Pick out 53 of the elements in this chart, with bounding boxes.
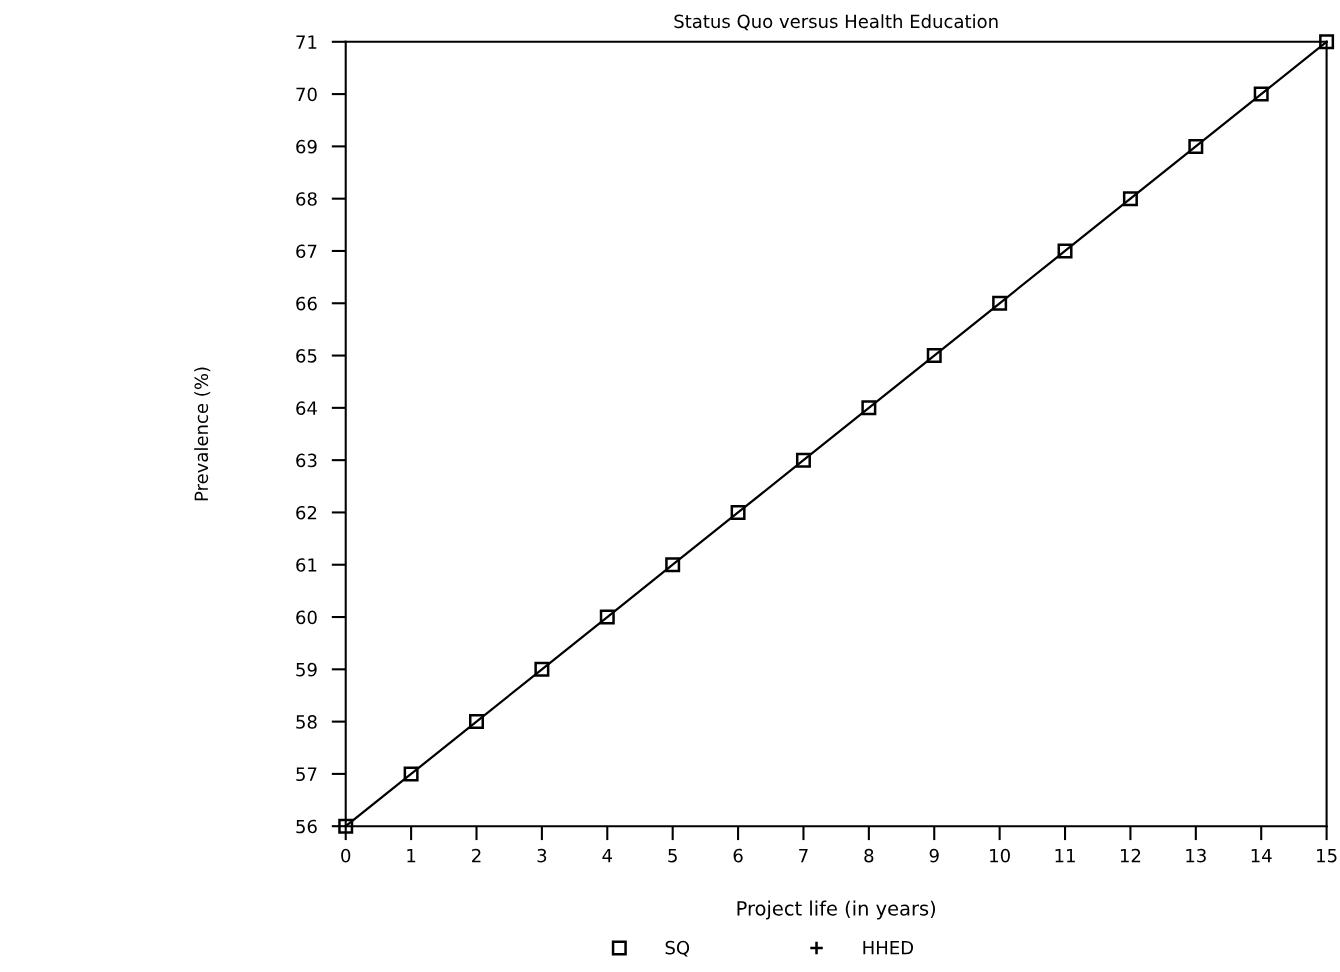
- y-tick-label: 69: [296, 139, 317, 154]
- x-tick-label: 7: [799, 848, 808, 863]
- y-tick-label: 59: [296, 662, 317, 677]
- y-axis-title: Prevalence (%): [194, 367, 211, 501]
- legend-label: HHED: [863, 941, 914, 955]
- point: [795, 452, 811, 468]
- point: [1122, 191, 1138, 207]
- x-tick-label: 8: [864, 848, 874, 863]
- x-tick-label: 3: [537, 848, 547, 863]
- y-tick-label: 60: [296, 610, 317, 625]
- x-tick-label: 0: [341, 848, 351, 863]
- point: [599, 609, 615, 625]
- x-tick-label: 4: [602, 848, 613, 863]
- point: [665, 557, 681, 573]
- x-tick-label: 1: [407, 848, 416, 863]
- y-tick-label: 65: [296, 349, 317, 363]
- y-tick-label: 64: [296, 401, 317, 415]
- x-axis-title: Project life (in years): [737, 900, 936, 920]
- point: [730, 504, 746, 520]
- x-tick-label: 2: [472, 848, 481, 863]
- x-tick-label: 5: [668, 848, 677, 863]
- y-tick-label: 61: [296, 558, 317, 572]
- point: [469, 714, 484, 730]
- y-tick-label: 66: [296, 296, 317, 311]
- point: [992, 295, 1008, 311]
- x-tick-label: 9: [929, 848, 939, 863]
- point: [1319, 34, 1335, 50]
- legend-label: SQ: [665, 940, 690, 957]
- x-tick-label: 14: [1251, 848, 1272, 863]
- x-tick-label: 12: [1120, 848, 1141, 863]
- point: [338, 818, 354, 834]
- x-tick-label: 10: [990, 848, 1010, 863]
- chart-title: Status Quo versus Health Education: [674, 14, 998, 31]
- y-tick-label: 68: [296, 192, 317, 206]
- y-tick-label: 58: [296, 715, 317, 729]
- x-tick-label: 15: [1317, 848, 1337, 863]
- y-tick-label: 63: [296, 453, 317, 468]
- point: [1188, 138, 1204, 154]
- point: [926, 348, 942, 364]
- point: [1253, 86, 1269, 102]
- point: [1057, 243, 1073, 259]
- y-tick-label: 70: [296, 87, 317, 102]
- x-tick-label: 13: [1186, 848, 1206, 863]
- y-tick-label: 71: [296, 35, 317, 49]
- y-tick-label: 57: [296, 767, 317, 782]
- y-tick-label: 62: [296, 505, 317, 520]
- x-tick-label: 6: [733, 848, 743, 863]
- y-tick-label: 67: [296, 244, 317, 259]
- point: [861, 400, 877, 416]
- y-tick-label: 56: [296, 819, 317, 834]
- point: [403, 766, 419, 782]
- point: [534, 661, 550, 677]
- x-tick-label: 11: [1055, 848, 1075, 863]
